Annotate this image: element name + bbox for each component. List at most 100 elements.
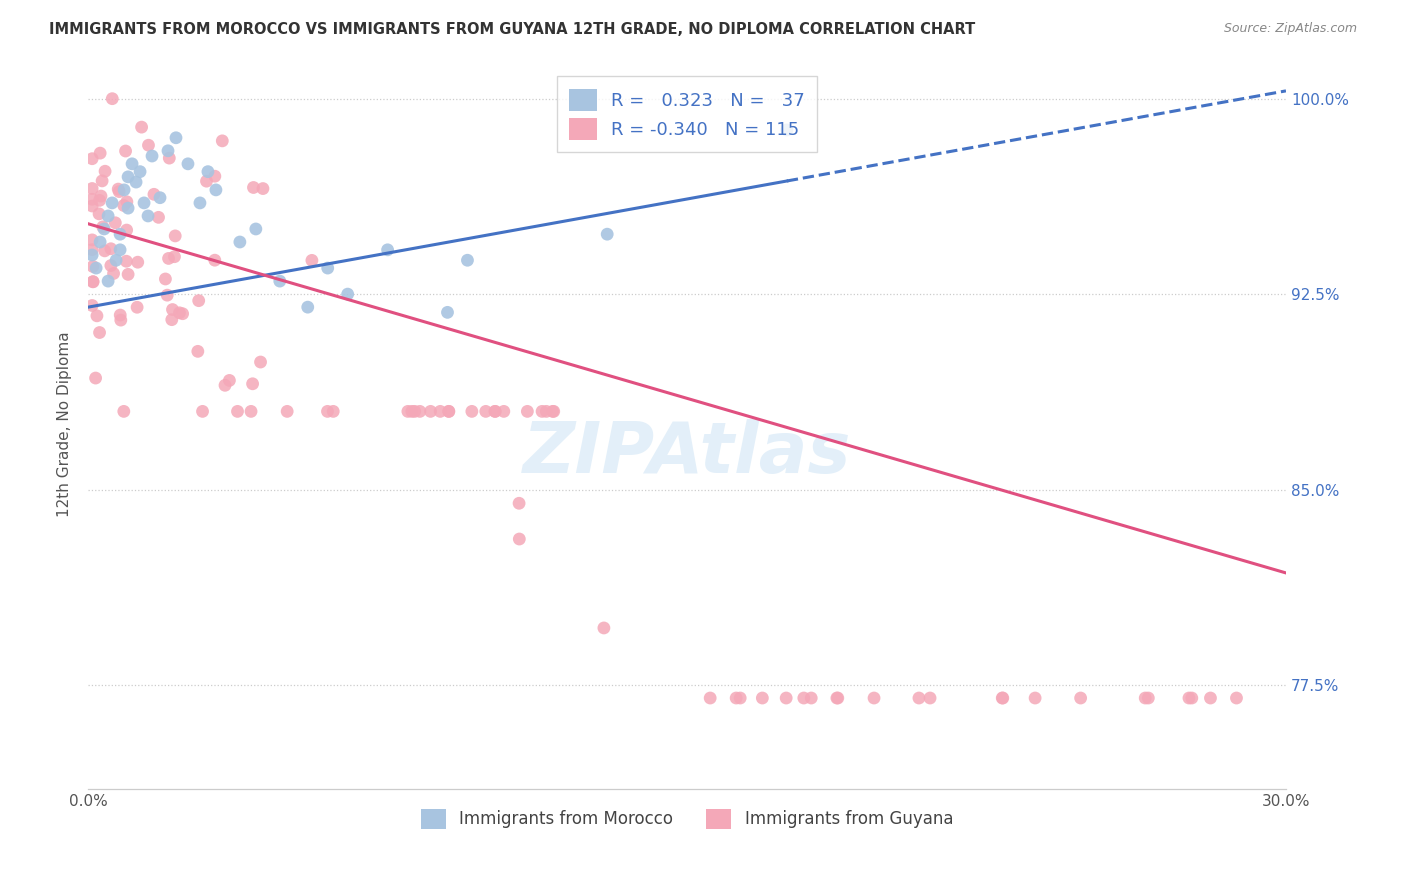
Point bbox=[101, 195, 124, 210]
Point bbox=[484, 404, 506, 418]
Point bbox=[132, 195, 155, 210]
Point bbox=[117, 169, 139, 184]
Point bbox=[775, 691, 797, 706]
Point bbox=[163, 250, 186, 264]
Point bbox=[86, 309, 108, 323]
Point bbox=[108, 185, 131, 199]
Point bbox=[1178, 691, 1201, 706]
Point bbox=[115, 194, 138, 209]
Point bbox=[117, 201, 139, 215]
Point bbox=[531, 404, 554, 418]
Point bbox=[108, 243, 131, 257]
Point bbox=[82, 275, 104, 289]
Point bbox=[148, 211, 170, 225]
Point bbox=[155, 272, 177, 286]
Point bbox=[991, 691, 1014, 706]
Point bbox=[725, 691, 748, 706]
Legend: Immigrants from Morocco, Immigrants from Guyana: Immigrants from Morocco, Immigrants from… bbox=[415, 802, 960, 836]
Point bbox=[100, 259, 122, 273]
Point bbox=[101, 92, 124, 106]
Point bbox=[107, 182, 129, 196]
Point bbox=[82, 275, 104, 289]
Text: Source: ZipAtlas.com: Source: ZipAtlas.com bbox=[1223, 22, 1357, 36]
Point bbox=[596, 227, 619, 242]
Point bbox=[242, 376, 264, 391]
Point bbox=[1137, 691, 1160, 706]
Point bbox=[84, 261, 107, 276]
Point bbox=[89, 146, 111, 161]
Point bbox=[419, 404, 441, 418]
Point bbox=[336, 287, 359, 301]
Point bbox=[918, 691, 941, 706]
Point bbox=[127, 255, 149, 269]
Point bbox=[409, 404, 432, 418]
Point bbox=[149, 191, 172, 205]
Point bbox=[1024, 691, 1046, 706]
Point bbox=[94, 164, 117, 178]
Point bbox=[437, 404, 460, 418]
Point bbox=[492, 404, 515, 418]
Point bbox=[157, 252, 180, 266]
Point bbox=[751, 691, 773, 706]
Point bbox=[121, 157, 143, 171]
Point bbox=[728, 691, 751, 706]
Point bbox=[211, 134, 233, 148]
Point bbox=[91, 219, 114, 234]
Point bbox=[316, 404, 339, 418]
Text: IMMIGRANTS FROM MOROCCO VS IMMIGRANTS FROM GUYANA 12TH GRADE, NO DIPLOMA CORRELA: IMMIGRANTS FROM MOROCCO VS IMMIGRANTS FR… bbox=[49, 22, 976, 37]
Point bbox=[82, 192, 104, 206]
Point bbox=[1199, 691, 1222, 706]
Point bbox=[108, 227, 131, 242]
Point bbox=[114, 144, 136, 158]
Point bbox=[401, 404, 423, 418]
Point bbox=[82, 199, 104, 213]
Point bbox=[87, 207, 110, 221]
Point bbox=[436, 305, 458, 319]
Point bbox=[188, 195, 211, 210]
Point bbox=[240, 404, 263, 418]
Point bbox=[100, 242, 122, 256]
Point bbox=[82, 260, 104, 274]
Point bbox=[475, 404, 498, 418]
Point bbox=[157, 151, 180, 165]
Point bbox=[136, 209, 159, 223]
Point bbox=[162, 302, 184, 317]
Point bbox=[103, 267, 125, 281]
Point bbox=[165, 228, 187, 243]
Point bbox=[301, 253, 323, 268]
Point bbox=[117, 268, 139, 282]
Point bbox=[89, 194, 111, 208]
Point bbox=[456, 253, 478, 268]
Point bbox=[699, 691, 721, 706]
Point bbox=[461, 404, 484, 418]
Point bbox=[991, 691, 1014, 706]
Point bbox=[908, 691, 931, 706]
Point bbox=[205, 183, 228, 197]
Point bbox=[593, 621, 616, 635]
Point bbox=[127, 300, 149, 314]
Point bbox=[396, 404, 419, 418]
Point bbox=[110, 313, 132, 327]
Point bbox=[800, 691, 823, 706]
Point bbox=[1225, 691, 1247, 706]
Point bbox=[204, 253, 226, 268]
Point bbox=[322, 404, 344, 418]
Point bbox=[97, 209, 120, 223]
Point bbox=[316, 261, 339, 276]
Point bbox=[177, 157, 200, 171]
Point bbox=[93, 222, 115, 236]
Point bbox=[825, 691, 848, 706]
Point bbox=[141, 149, 163, 163]
Point bbox=[218, 373, 240, 387]
Point bbox=[82, 152, 104, 166]
Point bbox=[172, 307, 194, 321]
Point bbox=[105, 253, 128, 268]
Point bbox=[84, 371, 107, 385]
Point bbox=[276, 404, 298, 418]
Point bbox=[82, 248, 104, 262]
Point bbox=[82, 298, 104, 312]
Point bbox=[90, 189, 112, 203]
Text: ZIPAtlas: ZIPAtlas bbox=[523, 419, 851, 488]
Point bbox=[214, 378, 236, 392]
Point bbox=[863, 691, 886, 706]
